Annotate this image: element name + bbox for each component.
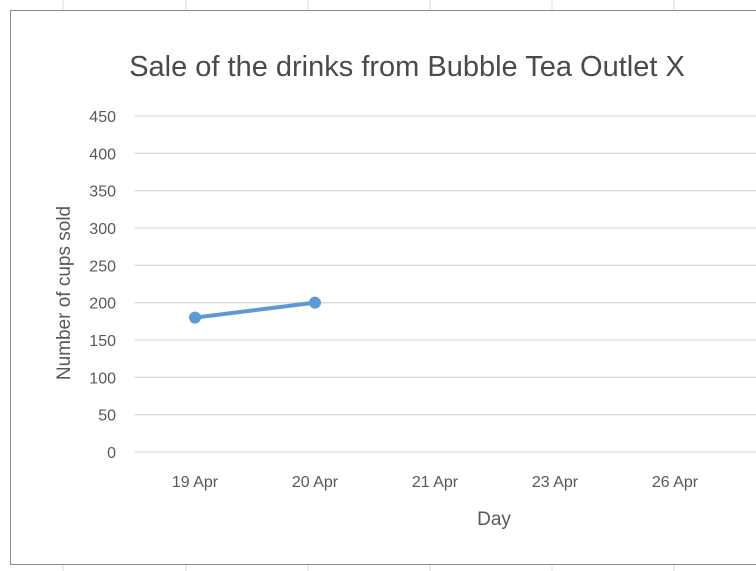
chart-title: Sale of the drinks from Bubble Tea Outle… <box>129 51 685 83</box>
y-axis-ticks: 0 50 100 150 200 250 300 350 400 450 <box>89 109 116 462</box>
chart-area[interactable]: Sale of the drinks from Bubble Tea Outle… <box>10 10 756 565</box>
y-tick-label: 200 <box>89 296 116 313</box>
y-axis-title: Number of cups sold <box>54 206 75 380</box>
x-tick-label: 23 Apr <box>532 474 579 491</box>
series-line <box>193 300 317 320</box>
y-tick-label: 100 <box>89 370 116 387</box>
series-group <box>189 296 321 324</box>
y-tick-label: 50 <box>98 408 116 425</box>
data-point <box>189 311 201 324</box>
y-tick-label: 0 <box>107 445 116 462</box>
y-tick-label: 300 <box>89 221 116 238</box>
x-tick-label: 26 Apr <box>652 474 699 491</box>
y-tick-label: 250 <box>89 258 116 275</box>
chart-plot: Sale of the drinks from Bubble Tea Outle… <box>54 51 756 530</box>
x-tick-label: 20 Apr <box>292 474 339 491</box>
data-point <box>309 296 321 309</box>
y-tick-label: 150 <box>89 333 116 350</box>
x-axis-title: Day <box>477 509 511 530</box>
y-tick-label: 400 <box>89 146 116 163</box>
y-tick-label: 350 <box>89 184 116 201</box>
gridlines <box>135 115 756 453</box>
x-tick-label: 21 Apr <box>412 474 459 491</box>
x-axis-ticks: 19 Apr 20 Apr 21 Apr 23 Apr 26 Apr <box>172 474 699 491</box>
y-tick-label: 450 <box>89 109 116 126</box>
x-tick-label: 19 Apr <box>172 474 219 491</box>
